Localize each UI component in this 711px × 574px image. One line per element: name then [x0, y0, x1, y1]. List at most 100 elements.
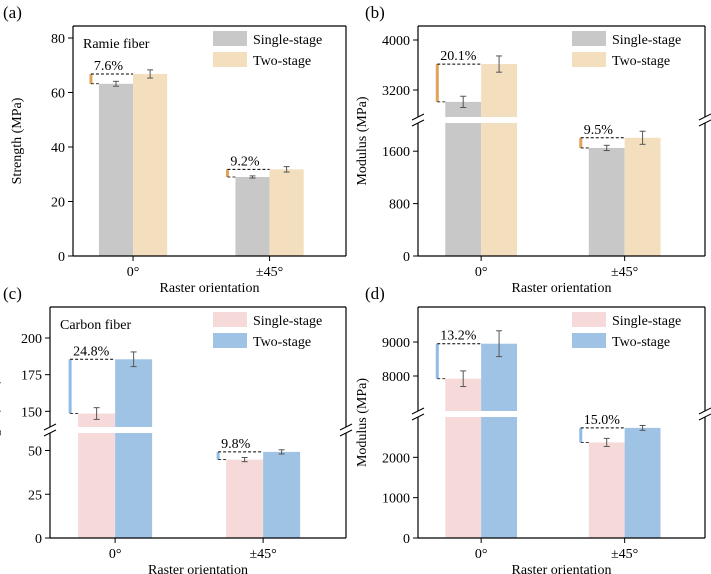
axis-break-mark [411, 119, 425, 127]
axis-break-mark [43, 423, 57, 431]
increase-bracket [579, 427, 583, 443]
legend-label: Two-stage [253, 335, 311, 350]
axis-break-gap [699, 411, 711, 417]
legend-swatch [572, 312, 606, 327]
increase-label: 15.0% [584, 413, 621, 428]
increase-label: 13.2% [440, 329, 477, 344]
increase-bracket [89, 73, 93, 84]
axis-break-gap [699, 117, 711, 123]
bar [263, 451, 301, 538]
bar [269, 169, 304, 256]
y-axis-label: Modulus (MPa) [355, 96, 370, 185]
bar [115, 359, 153, 538]
axis-break-band [51, 427, 345, 433]
axis-break-mark [411, 407, 425, 415]
legend-swatch [572, 52, 606, 67]
axis-break-mark [43, 429, 57, 437]
increase-bracket [68, 359, 72, 414]
bar [78, 413, 116, 538]
legend-swatch [213, 52, 247, 67]
increase-bracket [225, 169, 229, 177]
material-annotation: Ramie fiber [83, 37, 150, 52]
legend-swatch [213, 333, 247, 348]
axis-break-gap [340, 427, 352, 433]
legend-label: Two-stage [253, 54, 311, 69]
legend-label: Single-stage [253, 33, 322, 48]
axis-break-mark [698, 413, 711, 421]
bar [588, 147, 625, 256]
bar [98, 83, 134, 256]
x-tick-label: ±45° [611, 265, 638, 280]
legend-swatch [213, 312, 247, 327]
axis-break-mark [339, 429, 353, 437]
axis-break-gap [412, 411, 424, 417]
material-annotation: Carbon fiber [60, 318, 131, 333]
y-tick-label: 8000 [382, 370, 410, 385]
y-tick-label: 3200 [382, 84, 410, 99]
y-tick-label: 20 [51, 196, 65, 211]
bar [133, 73, 168, 256]
y-tick-label: 200 [21, 332, 42, 347]
x-tick-label: 0° [109, 547, 122, 562]
bar [624, 137, 661, 256]
y-tick-label: 2000 [382, 451, 410, 466]
axis-break-gap [44, 427, 56, 433]
y-tick-label: 60 [51, 87, 65, 102]
x-axis-label: Raster orientation [160, 281, 260, 296]
increase-label: 9.5% [584, 123, 614, 138]
y-tick-label: 175 [21, 369, 42, 384]
panel-label: (a) [3, 3, 22, 22]
axis-break-band [419, 117, 704, 123]
axis-break-mark [339, 423, 353, 431]
x-axis-label: Raster orientation [148, 563, 248, 574]
y-axis-label: Modulus (MPa) [355, 378, 370, 467]
bar [445, 101, 482, 256]
y-tick-label: 50 [28, 445, 42, 460]
increase-bracket [579, 137, 583, 148]
bar [481, 64, 518, 256]
bar [588, 442, 625, 538]
y-tick-label: 150 [21, 405, 42, 420]
legend-label: Two-stage [612, 335, 670, 350]
axis-break-mark [411, 413, 425, 421]
axis-break-mark [411, 113, 425, 121]
legend-label: Single-stage [253, 314, 322, 329]
axis-break-gap [412, 117, 424, 123]
y-tick-label: 0 [403, 532, 410, 547]
increase-label: 7.6% [94, 59, 124, 74]
y-tick-label: 800 [389, 198, 410, 213]
y-tick-label: 9000 [382, 336, 410, 351]
y-axis-label: Strength (MPa) [0, 379, 2, 466]
bar [235, 176, 270, 256]
axis-break-band [419, 411, 704, 417]
axis-break-mark [698, 407, 711, 415]
x-tick-label: 0° [475, 547, 488, 562]
increase-label: 9.8% [221, 437, 251, 452]
axis-break-mark [698, 113, 711, 121]
x-axis-label: Raster orientation [512, 563, 612, 574]
panel-a: 0 20 40 60 80 0° ±45°Raster orientation Strengt… [3, 3, 347, 296]
axis-break-mark [698, 119, 711, 127]
increase-label: 9.2% [230, 154, 260, 169]
y-tick-label: 4000 [382, 34, 410, 49]
y-tick-label: 0 [58, 250, 65, 265]
increase-label: 24.8% [73, 344, 110, 359]
bar [624, 427, 661, 538]
y-tick-label: 0 [403, 250, 410, 265]
x-tick-label: 0° [127, 265, 140, 280]
legend-swatch [572, 31, 606, 46]
bar [226, 459, 264, 538]
panel-label: (b) [365, 3, 385, 22]
x-tick-label: ±45° [249, 547, 276, 562]
increase-label: 20.1% [440, 49, 477, 64]
y-tick-label: 25 [28, 488, 42, 503]
legend-swatch [572, 333, 606, 348]
y-tick-label: 0 [35, 532, 42, 547]
y-tick-label: 1600 [382, 145, 410, 160]
x-tick-label: ±45° [611, 547, 638, 562]
bar [481, 343, 518, 538]
legend-label: Single-stage [612, 33, 681, 48]
